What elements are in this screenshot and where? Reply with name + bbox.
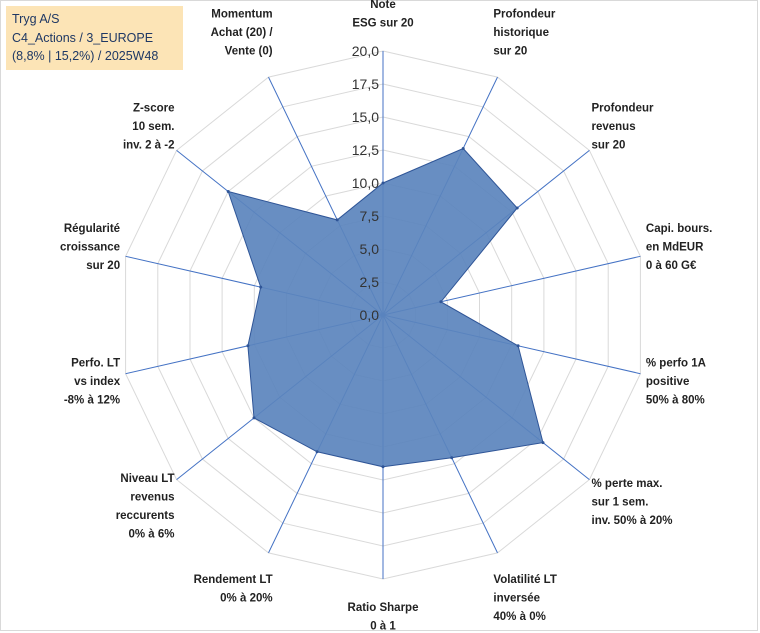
tick-label-0: 0,0	[360, 307, 380, 323]
category-label-1: Profondeur historique sur 20	[493, 8, 555, 57]
data-point-9	[252, 416, 256, 420]
title-performance: (8,8% | 15,2%) / 2025W48	[12, 49, 159, 63]
category-label-line: Rendement LT	[194, 574, 273, 586]
category-label-line: 0 à 1	[370, 621, 396, 633]
category-label-line: Z-score	[133, 102, 175, 114]
category-label-8: Rendement LT 0% à 20%	[194, 574, 273, 605]
data-point-3	[439, 300, 443, 304]
title-category: C4_Actions / 3_EUROPE	[12, 30, 154, 45]
category-label-line: sur 1 sem.	[592, 497, 649, 509]
category-label-line: -8% à 12%	[64, 394, 120, 406]
tick-label-2: 5,0	[360, 241, 380, 257]
category-label-0: Note ESG sur 20	[352, 0, 413, 30]
category-label-line: Profondeur	[592, 102, 654, 114]
category-label-line: % perte max.	[592, 478, 663, 490]
category-label-13: Momentum Achat (20) / Vente (0)	[211, 8, 274, 57]
series-layer	[226, 147, 545, 469]
category-label-line: 0% à 6%	[128, 529, 174, 541]
category-label-line: 0 à 60 G€	[646, 260, 697, 272]
data-point-0	[381, 181, 385, 185]
category-label-line: revenus	[130, 492, 174, 504]
category-label-6: Volatilité LT inversée 40% à 0%	[493, 574, 556, 623]
category-label-10: Perfo. LT vs index -8% à 12%	[64, 357, 121, 406]
data-point-5	[541, 441, 545, 445]
category-label-line: 50% à 80%	[646, 394, 705, 406]
data-point-13	[335, 218, 339, 222]
label-layer: Note ESG sur 20 Profondeur historique sur 20…	[60, 0, 712, 633]
category-label-line: croissance	[60, 242, 120, 254]
category-label-line: revenus	[592, 121, 636, 133]
series-area-0	[227, 147, 544, 468]
tick-label-1: 2,5	[360, 274, 380, 290]
category-label-line: 40% à 0%	[493, 611, 545, 623]
category-label-line: Momentum	[211, 8, 272, 20]
category-label-line: vs index	[74, 376, 121, 388]
category-label-line: sur 20	[493, 45, 527, 57]
tick-label-6: 15,0	[352, 109, 379, 125]
data-point-12	[226, 190, 230, 193]
category-label-7: Ratio Sharpe 0 à 1	[348, 602, 419, 633]
data-point-1	[461, 147, 465, 150]
category-label-line: Vente (0)	[225, 45, 273, 57]
tick-label-5: 12,5	[352, 142, 379, 158]
data-point-10	[246, 344, 250, 348]
category-label-line: % perfo 1A	[646, 357, 706, 369]
category-label-line: inv. 50% à 20%	[592, 515, 673, 527]
data-point-11	[259, 285, 263, 289]
category-label-4: % perfo 1A positive 50% à 80%	[646, 357, 706, 406]
data-point-8	[315, 450, 319, 454]
title-company: Tryg A/S	[12, 12, 60, 26]
data-point-7	[381, 465, 385, 469]
category-label-line: historique	[493, 27, 549, 39]
category-label-11: Régularité croissance sur 20	[60, 223, 120, 272]
category-label-line: Ratio Sharpe	[348, 602, 419, 614]
tick-label-3: 7,5	[360, 208, 380, 224]
category-label-line: Régularité	[64, 223, 120, 235]
tick-label-4: 10,0	[352, 175, 379, 191]
category-label-line: 0% à 20%	[220, 593, 272, 605]
category-label-line: 10 sem.	[132, 121, 174, 133]
data-point-2	[515, 206, 519, 210]
category-label-line: inv. 2 à -2	[123, 139, 175, 151]
category-label-9: Niveau LT revenus reccurents 0% à 6%	[116, 473, 175, 541]
category-label-line: inversée	[493, 593, 540, 605]
category-label-line: ESG sur 20	[352, 18, 413, 30]
category-label-line: Perfo. LT	[71, 357, 120, 369]
category-label-line: Niveau LT	[120, 473, 174, 485]
category-label-line: reccurents	[116, 510, 175, 522]
category-label-line: Volatilité LT	[493, 574, 556, 586]
category-label-line: en MdEUR	[646, 242, 704, 254]
category-label-5: % perte max. sur 1 sem. inv. 50% à 20%	[592, 478, 673, 527]
data-point-6	[450, 456, 454, 460]
category-label-line: Profondeur	[493, 8, 555, 20]
category-label-line: Achat (20) /	[211, 27, 274, 39]
category-label-2: Profondeur revenus sur 20	[592, 102, 654, 151]
tick-label-8: 20,0	[352, 43, 379, 59]
chart-title-box: Tryg A/S C4_Actions / 3_EUROPE (8,8% | 1…	[6, 6, 183, 70]
tick-label-7: 17,5	[352, 76, 379, 92]
category-label-line: sur 20	[86, 260, 120, 272]
category-label-line: Capi. bours.	[646, 223, 712, 235]
tick-layer: 0,0 2,5 5,0 7,5 10,0 12,5 15,0 17,5 20,0	[352, 43, 379, 323]
category-label-line: Note	[370, 0, 396, 11]
category-label-3: Capi. bours. en MdEUR 0 à 60 G€	[646, 223, 712, 272]
data-point-4	[516, 344, 520, 348]
category-label-12: Z-score 10 sem. inv. 2 à -2	[123, 102, 175, 151]
category-label-line: sur 20	[592, 139, 626, 151]
category-label-line: positive	[646, 376, 689, 388]
